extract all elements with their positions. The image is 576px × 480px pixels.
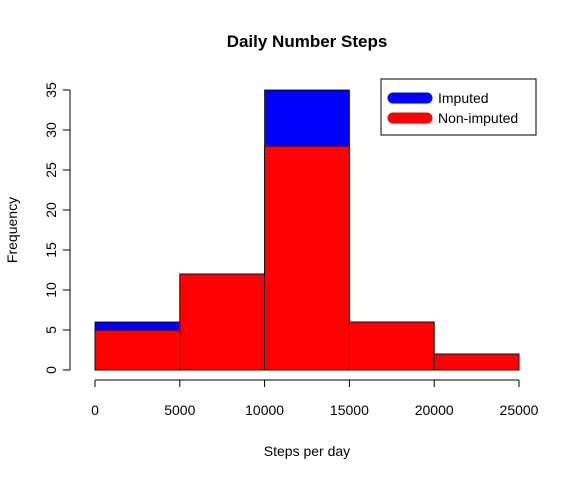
chart-title: Daily Number Steps — [227, 32, 388, 51]
y-tick-label-25: 25 — [43, 162, 59, 178]
x-tick-label-25000: 25000 — [500, 402, 539, 418]
y-tick-label-10: 10 — [43, 282, 59, 298]
y-tick-label-5: 5 — [43, 326, 59, 334]
y-axis-label: Frequency — [4, 197, 20, 263]
x-axis: 0 5000 10000 15000 20000 25000 — [91, 379, 539, 418]
legend-label-non-imputed: Non-imputed — [438, 110, 518, 126]
y-tick-label-20: 20 — [43, 202, 59, 218]
x-tick-label-20000: 20000 — [415, 402, 454, 418]
legend-label-imputed: Imputed — [438, 90, 489, 106]
bar-non-imputed-4 — [348, 321, 435, 371]
x-tick-label-5000: 5000 — [164, 402, 195, 418]
bars-group — [94, 89, 520, 371]
y-tick-label-0: 0 — [43, 366, 59, 374]
legend: Imputed Non-imputed — [380, 78, 537, 136]
bar-non-imputed-5 — [433, 353, 520, 371]
legend-box — [380, 78, 537, 136]
bar-non-imputed-1 — [94, 329, 181, 371]
y-tick-label-30: 30 — [43, 122, 59, 138]
y-tick-label-35: 35 — [43, 82, 59, 98]
x-tick-label-15000: 15000 — [330, 402, 369, 418]
y-tick-label-15: 15 — [43, 242, 59, 258]
x-axis-label: Steps per day — [264, 443, 350, 459]
y-axis: 0 5 10 15 20 25 30 35 — [43, 82, 71, 374]
x-tick-label-0: 0 — [91, 402, 99, 418]
bar-non-imputed-3 — [264, 145, 350, 371]
x-tick-label-10000: 10000 — [245, 402, 284, 418]
bar-non-imputed-2 — [179, 273, 266, 371]
